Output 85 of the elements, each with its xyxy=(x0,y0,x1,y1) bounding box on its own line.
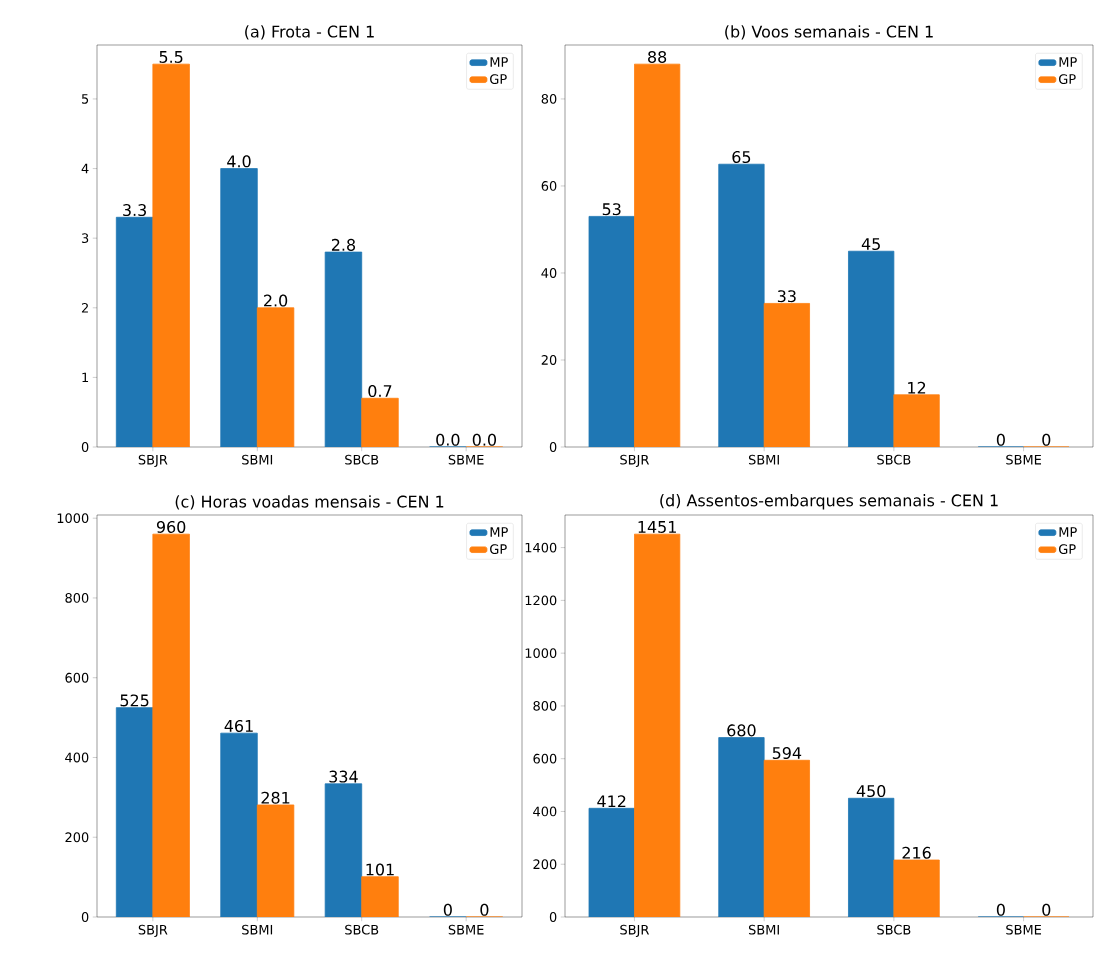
x-tick-label: SBCB xyxy=(345,454,379,465)
data-label: 45 xyxy=(861,238,880,251)
x-tick-label: SBME xyxy=(1006,454,1042,465)
data-label: 3.3 xyxy=(123,204,146,217)
data-label: 594 xyxy=(772,747,802,760)
data-label: 960 xyxy=(156,520,186,533)
data-label: 0.7 xyxy=(368,385,392,398)
legend-label: MP xyxy=(490,527,508,537)
data-label: 525 xyxy=(120,694,149,707)
data-label: 680 xyxy=(727,724,756,737)
y-tick-label: 600 xyxy=(533,753,557,764)
x-tick-label: SBME xyxy=(1006,924,1042,935)
data-label: 0.0 xyxy=(472,433,497,446)
legend-label: MP xyxy=(1059,527,1077,537)
x-tick-label: SBMI xyxy=(242,454,273,465)
data-label: 216 xyxy=(902,846,931,859)
x-tick-label: SBMI xyxy=(242,924,273,935)
data-label: 0 xyxy=(443,903,452,916)
y-tick-label: 80 xyxy=(541,94,557,104)
chart-title: (c) Horas voadas mensais - CEN 1 xyxy=(175,495,444,510)
y-tick-label: 800 xyxy=(533,701,557,711)
y-tick-label: 1 xyxy=(82,372,89,383)
y-tick-label: 5 xyxy=(81,94,89,104)
x-tick-label: SBMI xyxy=(748,454,779,465)
data-label: 450 xyxy=(856,785,886,798)
x-tick-label: SBCB xyxy=(345,924,379,935)
x-tick-label: SBJR xyxy=(620,454,649,467)
data-label: 0 xyxy=(480,903,489,916)
data-label: 0 xyxy=(996,433,1005,446)
x-tick-label: SBCB xyxy=(877,924,911,935)
data-label: 0 xyxy=(1042,903,1051,916)
y-tick-label: 0 xyxy=(81,912,89,922)
data-label: 33 xyxy=(777,290,796,303)
data-label: 1451 xyxy=(638,521,676,533)
data-label: 0 xyxy=(1042,433,1051,446)
y-tick-label: 1400 xyxy=(525,542,557,553)
data-label: 334 xyxy=(329,770,358,783)
x-tick-label: SBJR xyxy=(138,454,168,467)
x-tick-label: SBJR xyxy=(138,924,168,937)
data-label: 412 xyxy=(597,795,626,808)
data-label: 4.0 xyxy=(227,155,251,168)
y-tick-label: 0 xyxy=(549,912,557,922)
y-tick-label: 3 xyxy=(81,233,89,244)
y-tick-label: 20 xyxy=(541,355,557,365)
y-tick-label: 0 xyxy=(549,442,557,452)
y-tick-label: 1000 xyxy=(525,648,557,659)
data-label: 0.0 xyxy=(436,433,460,446)
chart-title: (a) Frota - CEN 1 xyxy=(245,25,374,40)
legend-label: MP xyxy=(1059,57,1077,67)
chart-title: (b) Voos semanais - CEN 1 xyxy=(725,25,933,40)
y-tick-label: 600 xyxy=(65,672,89,683)
data-label: 65 xyxy=(732,150,751,164)
x-tick-label: SBMI xyxy=(748,924,779,935)
data-label: 281 xyxy=(261,791,290,804)
data-label: 461 xyxy=(224,719,253,732)
legend-label: GP xyxy=(490,544,507,554)
y-tick-label: 400 xyxy=(533,806,557,817)
x-tick-label: SBCB xyxy=(877,454,911,465)
data-label: 53 xyxy=(602,203,621,216)
y-tick-label: 60 xyxy=(541,181,557,191)
data-label: 88 xyxy=(648,50,667,63)
legend-label: GP xyxy=(1059,544,1076,554)
y-tick-label: 0 xyxy=(81,442,89,452)
y-tick-label: 1200 xyxy=(525,595,557,606)
y-tick-label: 40 xyxy=(541,268,557,278)
legend-label: GP xyxy=(1059,74,1076,84)
data-label: 2.0 xyxy=(264,294,288,307)
chart-title: (d) Assentos-embarques semanais - CEN 1 xyxy=(660,494,998,510)
data-label: 0 xyxy=(996,903,1005,916)
y-tick-label: 1000 xyxy=(57,513,89,524)
x-tick-label: SBME xyxy=(448,924,484,935)
legend-label: MP xyxy=(490,57,508,67)
x-tick-label: SBJR xyxy=(620,924,649,937)
y-tick-label: 4 xyxy=(81,163,89,174)
y-tick-label: 200 xyxy=(65,832,89,843)
y-tick-label: 200 xyxy=(533,859,557,870)
data-label: 5.5 xyxy=(159,51,183,63)
legend-label: GP xyxy=(490,74,507,84)
x-tick-label: SBME xyxy=(448,454,484,465)
data-label: 101 xyxy=(366,863,394,876)
y-tick-label: 2 xyxy=(81,302,88,313)
data-label: 12 xyxy=(908,381,926,394)
data-label: 2.8 xyxy=(331,238,356,251)
y-tick-label: 400 xyxy=(65,752,89,763)
y-tick-label: 800 xyxy=(65,593,89,603)
